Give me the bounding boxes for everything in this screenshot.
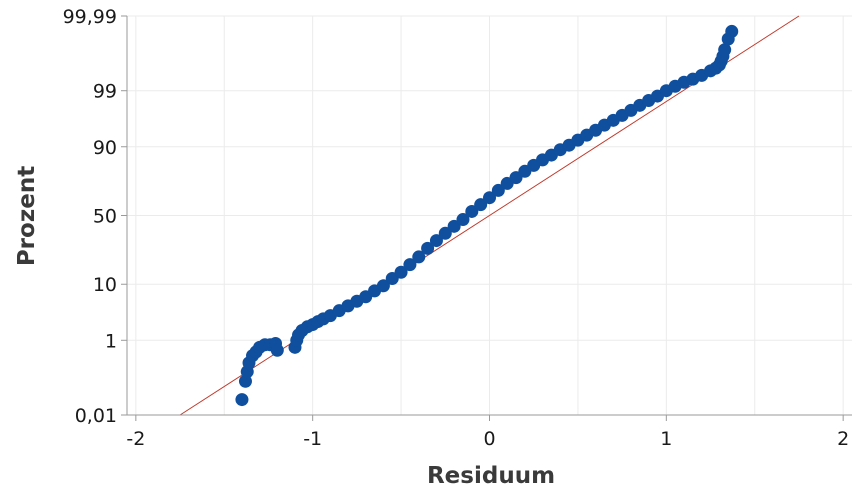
data-points <box>235 24 739 407</box>
x-tick-label: 2 <box>837 428 849 450</box>
data-point <box>465 204 479 218</box>
y-tick-label: 50 <box>93 206 117 228</box>
data-point <box>403 258 417 272</box>
y-axis-title: Prozent <box>14 166 40 266</box>
x-tick-label: 1 <box>660 428 672 450</box>
data-point <box>270 343 284 357</box>
data-point <box>483 191 496 205</box>
y-tick-label: 1 <box>105 330 117 352</box>
x-tick-label: 0 <box>483 428 495 450</box>
data-point <box>412 250 426 264</box>
y-tick-label: 99 <box>93 81 117 103</box>
x-axis-ticks: -2 -1 0 1 2 <box>126 415 849 450</box>
x-axis-title: Residuum <box>427 463 555 489</box>
y-tick-label: 90 <box>93 137 117 159</box>
x-tick-label: -2 <box>126 428 145 450</box>
data-point <box>421 241 435 255</box>
data-point <box>447 219 461 233</box>
data-point <box>438 226 452 240</box>
data-point <box>429 234 443 248</box>
data-point <box>238 374 252 388</box>
data-point <box>376 279 390 293</box>
data-point <box>235 393 249 407</box>
data-point <box>456 213 470 227</box>
y-tick-label: 99,99 <box>63 6 117 28</box>
data-point <box>725 24 739 38</box>
y-axis-ticks: 0,01 1 10 50 90 99 99,99 <box>63 6 127 427</box>
data-point <box>718 43 732 57</box>
y-tick-label: 10 <box>93 274 117 296</box>
x-tick-label: -1 <box>303 428 322 450</box>
y-tick-label: 0,01 <box>75 405 117 427</box>
data-point <box>491 183 505 197</box>
data-point <box>394 265 408 279</box>
data-point <box>474 198 488 212</box>
